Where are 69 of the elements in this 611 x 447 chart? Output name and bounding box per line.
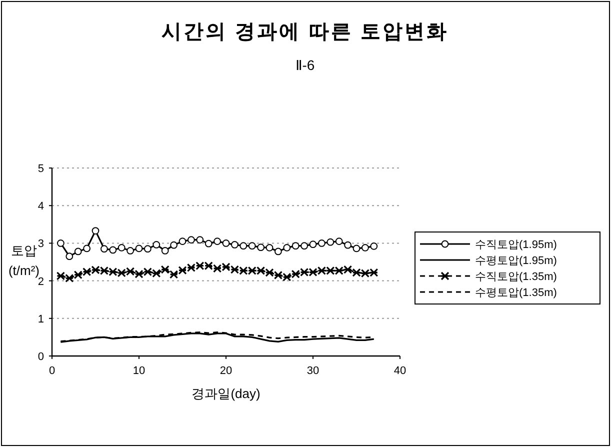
point <box>308 268 318 276</box>
point <box>334 266 344 275</box>
point <box>57 240 64 247</box>
point <box>231 241 238 248</box>
y-tick-label: 5 <box>38 163 44 175</box>
x-tick-label: 10 <box>132 365 146 377</box>
point <box>274 248 282 256</box>
point <box>214 238 221 246</box>
point <box>300 268 309 276</box>
point <box>74 248 82 256</box>
y-axis-title: 토압 (t/m²) <box>8 243 40 278</box>
point <box>326 238 334 246</box>
point <box>309 240 317 248</box>
chart-subtitle: Ⅱ-6 <box>295 57 315 73</box>
point <box>126 247 134 254</box>
point <box>335 238 343 246</box>
legend-label: 수직토압(1.35m) <box>475 271 557 283</box>
point <box>362 244 369 252</box>
point <box>248 242 256 250</box>
point <box>135 244 143 252</box>
point <box>66 252 74 260</box>
y-tick-label: 2 <box>38 276 44 288</box>
point <box>317 266 326 275</box>
point <box>300 242 308 250</box>
point <box>248 266 256 275</box>
point <box>74 270 82 280</box>
point <box>204 240 212 248</box>
point <box>196 236 204 244</box>
y-tick-label: 3 <box>38 238 44 250</box>
point <box>370 242 378 250</box>
point <box>170 241 178 249</box>
x-tick-label: 0 <box>48 365 56 377</box>
point <box>326 266 335 275</box>
point <box>152 241 160 248</box>
point <box>291 270 300 278</box>
point <box>370 268 378 277</box>
legend-label: 수평토압(1.95m) <box>475 255 557 267</box>
x-axis-title: 경과일(day) <box>192 386 260 401</box>
point <box>188 236 195 244</box>
legend-label: 수평토압(1.35m) <box>475 287 557 299</box>
point <box>92 227 100 234</box>
point <box>109 246 117 254</box>
point <box>257 244 264 252</box>
x-tick-label: 20 <box>220 365 232 377</box>
point <box>196 261 204 270</box>
point <box>292 242 300 250</box>
chart-title: 시간의 경과에 따른 토압변화 <box>162 21 448 43</box>
legend-label: 수직토압(1.95m) <box>475 239 557 251</box>
point <box>318 240 326 247</box>
point <box>100 245 108 253</box>
point <box>161 247 169 254</box>
point <box>266 244 274 252</box>
point <box>186 263 196 272</box>
point <box>344 241 352 249</box>
point <box>283 244 291 252</box>
y-tick-label: 0 <box>38 351 44 363</box>
point <box>83 244 90 252</box>
point <box>352 244 360 252</box>
point <box>178 238 186 246</box>
x-tick-label: 30 <box>306 365 320 377</box>
point <box>178 266 187 275</box>
point <box>240 242 248 250</box>
y-tick-label: 1 <box>38 313 44 326</box>
y-tick-label: 4 <box>38 200 44 213</box>
point <box>82 267 92 276</box>
point <box>144 245 152 253</box>
point <box>118 244 126 252</box>
point <box>222 240 230 247</box>
x-tick-label: 40 <box>394 365 406 377</box>
